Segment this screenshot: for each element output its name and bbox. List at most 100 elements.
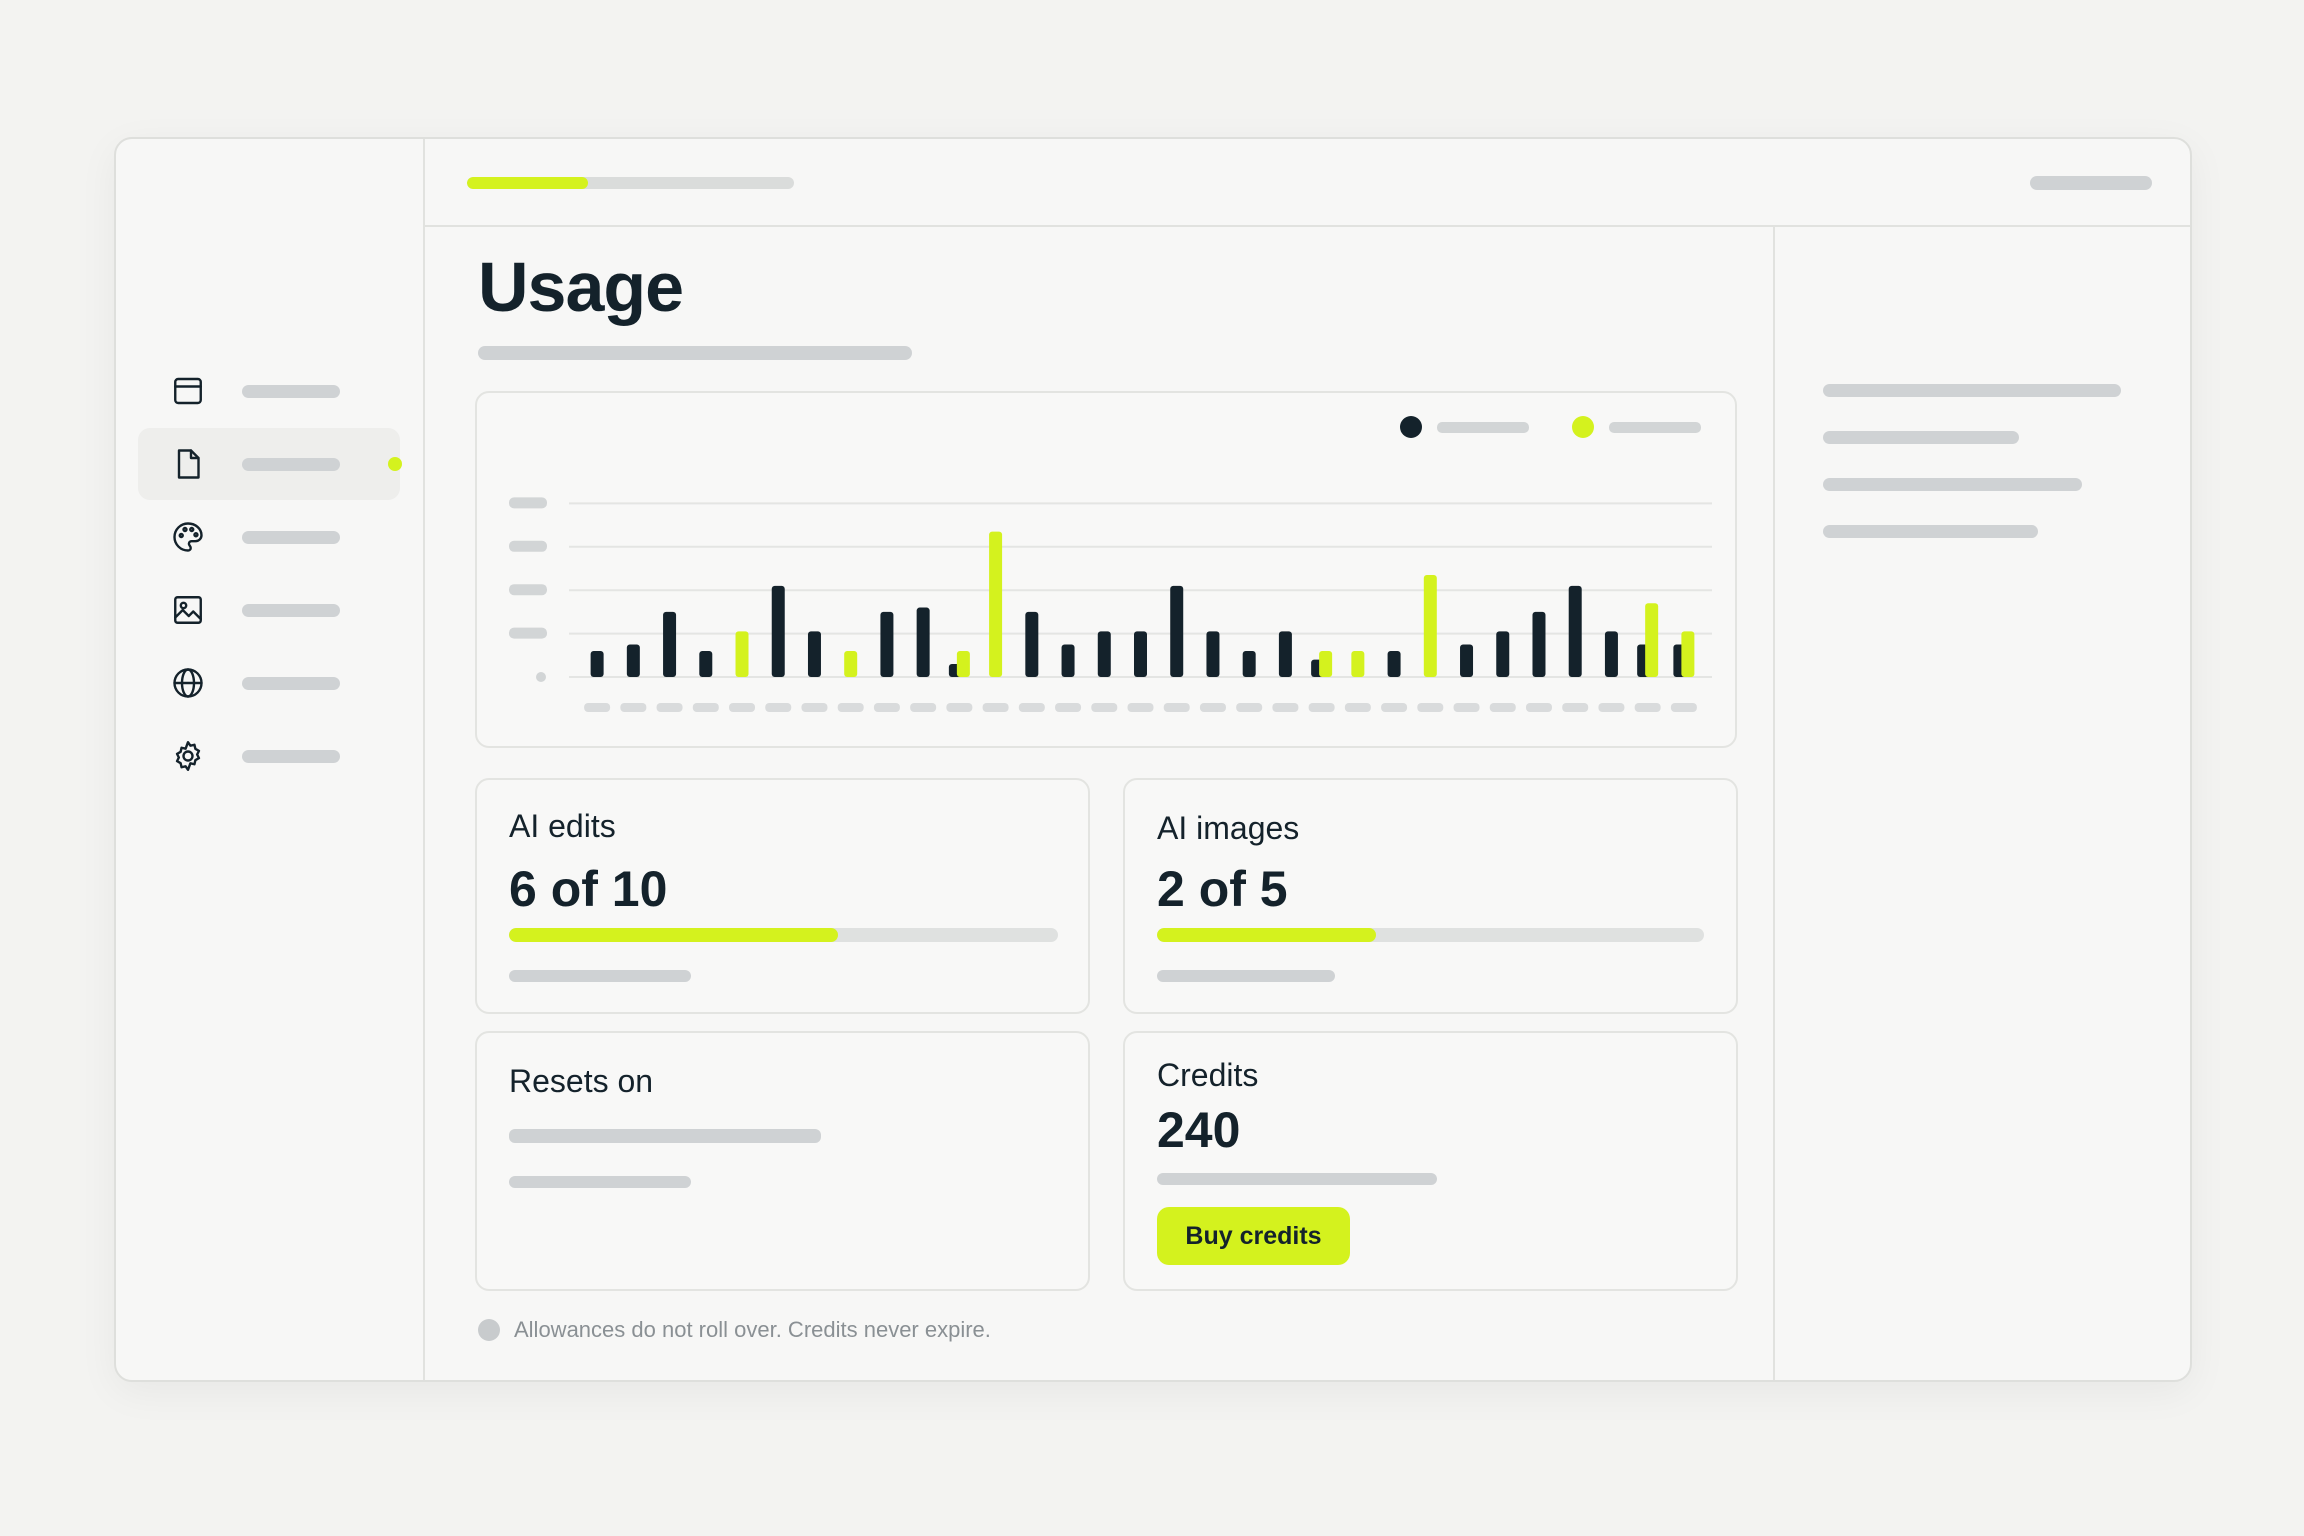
globe-icon	[170, 665, 206, 701]
ai-edits-subtext-placeholder	[509, 970, 691, 982]
top-progress-bar	[467, 177, 794, 189]
x-tick-label	[584, 703, 611, 712]
chart-bar-series-2	[989, 531, 1003, 677]
x-tick-label	[1489, 703, 1516, 712]
credits-title: Credits	[1157, 1057, 1259, 1093]
chart-bar-series-2	[1645, 603, 1659, 677]
chart-bar-series-1	[1206, 631, 1220, 677]
chart-bar-series-1	[663, 611, 677, 677]
x-tick-label	[801, 703, 828, 712]
x-tick-label	[1199, 703, 1226, 712]
chart-bar-series-1	[1568, 585, 1582, 677]
ai-images-value: 2 of 5	[1157, 861, 1288, 917]
legend-dot-series-2	[1572, 416, 1594, 438]
x-tick-label	[982, 703, 1009, 712]
ai-images-title: AI images	[1157, 810, 1300, 846]
calendar-icon	[170, 373, 206, 409]
sidebar-item-label	[242, 385, 340, 398]
x-tick-label	[620, 703, 647, 712]
ai-edits-card: AI edits 6 of 10	[475, 778, 1090, 1014]
image-icon	[170, 592, 206, 628]
chart-bar-series-1	[1061, 644, 1075, 677]
x-tick-label	[1598, 703, 1625, 712]
sidebar	[116, 139, 425, 1380]
x-tick-label	[1018, 703, 1045, 712]
sidebar-item-label	[242, 677, 340, 690]
app-window: Usage AI edits 6 of 10 AI images 2 of 5 …	[114, 137, 2192, 1382]
x-tick-label	[1055, 703, 1082, 712]
chart-bar-series-2	[1681, 631, 1695, 677]
chart-bar-series-1	[807, 631, 821, 677]
x-tick-label	[873, 703, 900, 712]
right-panel	[1773, 227, 2190, 1380]
sidebar-item-6[interactable]	[138, 720, 400, 792]
x-tick-label	[1272, 703, 1299, 712]
right-panel-line	[1823, 384, 2121, 397]
chart-bar-series-1	[1097, 631, 1111, 677]
sidebar-item-label	[242, 458, 340, 471]
x-tick-label	[1127, 703, 1154, 712]
chart-bar-series-1	[626, 644, 640, 677]
sidebar-item-label	[242, 604, 340, 617]
x-tick-label	[1453, 703, 1480, 712]
usage-chart	[509, 416, 1712, 712]
usage-chart-card	[475, 391, 1737, 748]
document-icon	[170, 446, 206, 482]
legend-dot-series-1	[1400, 416, 1422, 438]
sidebar-item-3[interactable]	[138, 501, 400, 573]
x-tick-label	[1562, 703, 1589, 712]
sidebar-item-label	[242, 531, 340, 544]
x-tick-label	[1417, 703, 1444, 712]
right-panel-line	[1823, 478, 2082, 491]
x-tick-label	[1670, 703, 1697, 712]
resets-card: Resets on	[475, 1031, 1090, 1291]
x-tick-label	[1236, 703, 1263, 712]
chart-bar-series-1	[1460, 644, 1474, 677]
chart-bar-series-2	[735, 631, 749, 677]
x-tick-label	[946, 703, 973, 712]
resets-date-placeholder	[509, 1129, 821, 1143]
chart-bar-series-1	[1496, 631, 1510, 677]
top-progress-fill	[467, 177, 588, 189]
sidebar-item-4[interactable]	[138, 574, 400, 646]
right-panel-line	[1823, 431, 2019, 444]
chart-bar-series-1	[880, 611, 894, 677]
legend-label-series-2	[1609, 422, 1701, 433]
chart-bar-series-1	[1170, 585, 1184, 677]
resets-title: Resets on	[509, 1063, 654, 1099]
chart-bar-series-1	[916, 607, 930, 677]
chart-bar-series-1	[590, 650, 604, 677]
chart-bar-series-1	[1604, 631, 1618, 677]
x-tick-label	[656, 703, 683, 712]
y-tick-label	[509, 584, 547, 596]
credits-value: 240	[1157, 1102, 1241, 1158]
chart-bar-series-2	[956, 650, 970, 677]
ai-images-progress-fill	[1157, 928, 1376, 942]
ai-images-card: AI images 2 of 5	[1123, 778, 1738, 1014]
x-tick-label	[910, 703, 937, 712]
legend-label-series-1	[1437, 422, 1529, 433]
sidebar-item-5[interactable]	[138, 647, 400, 719]
ai-edits-progress	[509, 928, 1058, 942]
chart-bar-series-1	[699, 650, 713, 677]
sidebar-item-1[interactable]	[138, 355, 400, 427]
ai-edits-progress-fill	[509, 928, 839, 942]
ai-edits-title: AI edits	[509, 808, 616, 844]
buy-credits-button[interactable]: Buy credits	[1157, 1207, 1350, 1265]
info-icon	[478, 1319, 500, 1341]
sidebar-item-2-active[interactable]	[138, 428, 402, 500]
ai-images-progress	[1157, 928, 1704, 942]
chart-bar-series-2	[844, 650, 858, 677]
y-tick-label	[509, 540, 547, 552]
active-indicator-dot	[388, 457, 402, 471]
x-tick-label	[692, 703, 719, 712]
topbar	[425, 139, 2190, 227]
y-tick-label	[509, 627, 547, 639]
x-tick-label	[1308, 703, 1335, 712]
x-tick-label	[837, 703, 864, 712]
chart-bar-series-2	[1319, 650, 1333, 677]
gear-icon	[170, 738, 206, 774]
ai-images-subtext-placeholder	[1157, 970, 1335, 982]
ai-edits-value: 6 of 10	[509, 861, 668, 917]
chart-bar-series-1	[1134, 631, 1147, 677]
